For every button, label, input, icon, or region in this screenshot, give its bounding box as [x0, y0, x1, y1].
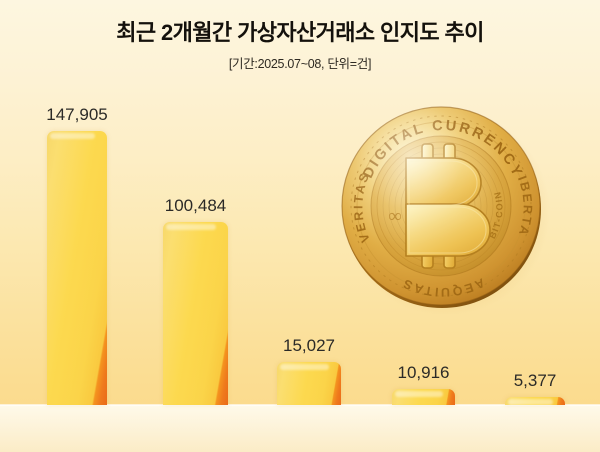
- bar-코빗[interactable]: [392, 389, 455, 405]
- bar-value-label: 147,905: [46, 105, 108, 124]
- bitcoin-coin-icon: DIGITAL CURRENCY AEQUITAS VERITAS LIBERT…: [336, 100, 550, 314]
- baseline-axis-line: [0, 404, 600, 406]
- bar-빗썸[interactable]: [163, 222, 228, 405]
- chart-subtitle: [기간:2025.07~08, 단위=건]: [228, 57, 372, 71]
- baseline-floor-band: [0, 405, 600, 452]
- bar-value-label: 5,377: [513, 371, 557, 390]
- bar-코인원[interactable]: [277, 362, 341, 405]
- bar-chart-plot: 147,905업비트100,484빗썸15,027코인원10,916코빗5,37…: [0, 0, 600, 405]
- bar-고팍스[interactable]: [505, 397, 565, 405]
- bar-value-label: 100,484: [164, 196, 227, 215]
- bar-value-label: 10,916: [397, 363, 450, 382]
- chart-title: 최근 2개월간 가상자산거래소 인지도 추이: [116, 20, 484, 45]
- bar-value-label: 15,027: [283, 336, 335, 355]
- bar-업비트[interactable]: [47, 131, 107, 405]
